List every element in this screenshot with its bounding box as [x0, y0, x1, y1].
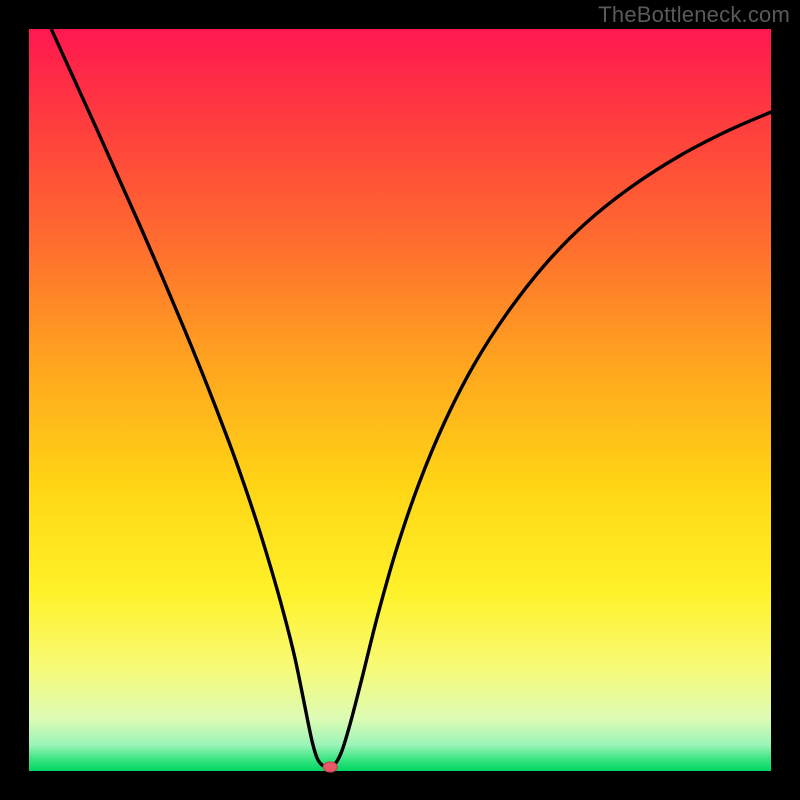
plot-background [29, 29, 771, 771]
bottleneck-chart [0, 0, 800, 800]
watermark-text: TheBottleneck.com [598, 2, 790, 28]
chart-frame: TheBottleneck.com [0, 0, 800, 800]
optimum-marker [323, 762, 337, 772]
